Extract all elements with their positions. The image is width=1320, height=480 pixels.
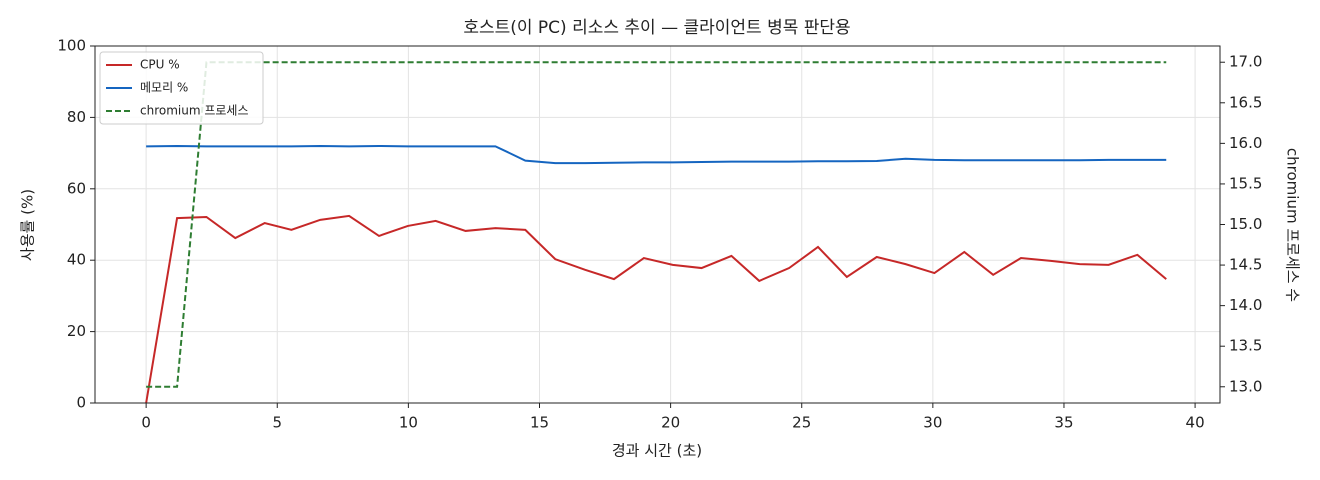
x-axis-label: 경과 시간 (초) [612,442,702,460]
x-tick-label: 35 [1054,414,1073,432]
x-tick-label: 30 [923,414,942,432]
y-tick-label: 60 [67,179,86,197]
y2-tick-label: 15.5 [1229,174,1262,192]
x-tick-label: 15 [530,414,549,432]
chart-title: 호스트(이 PC) 리소스 추이 — 클라이언트 병목 판단용 [463,18,850,38]
x-tick-label: 10 [399,414,418,432]
series-line [145,214,1167,404]
y2-tick-label: 17.0 [1229,53,1262,71]
y-axis-label: 사용률 (%) [19,189,37,261]
legend-label: 메모리 % [140,81,188,95]
y-tick-label: 0 [76,394,86,412]
x-tick-label: 25 [792,414,811,432]
y2-tick-label: 13.5 [1229,337,1262,355]
x-tick-label: 20 [661,414,680,432]
series-line [146,144,1167,165]
y-tick-label: 100 [57,37,86,55]
plot-frame [94,45,1221,404]
y-tick-label: 20 [67,322,86,340]
y2-tick-label: 16.5 [1229,93,1262,111]
series-line [146,61,1167,388]
y2-tick-label: 16.0 [1229,134,1262,152]
y2-axis-label: chromium 프로세스 수 [1284,148,1302,302]
x-tick-label: 40 [1186,414,1205,432]
y2-tick-label: 14.5 [1229,256,1262,274]
legend-box [99,51,264,125]
legend-label: CPU % [140,58,180,72]
x-tick-label: 0 [141,414,151,432]
y2-tick-label: 15.0 [1229,215,1262,233]
y2-tick-label: 14.0 [1229,296,1262,314]
x-tick-label: 5 [272,414,282,432]
y2-tick-label: 13.0 [1229,377,1262,395]
y-tick-label: 80 [67,108,86,126]
legend-label: chromium 프로세스 [140,104,249,118]
y-tick-label: 40 [67,251,86,269]
